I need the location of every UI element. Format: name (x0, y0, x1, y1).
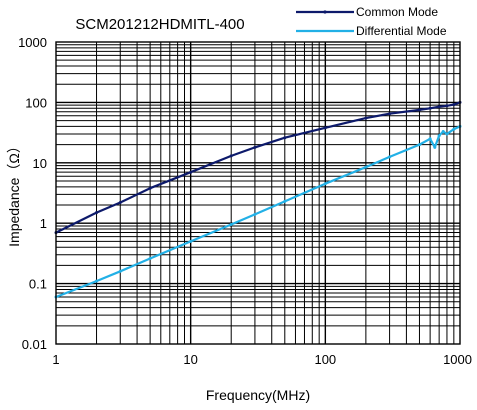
chart-title: SCM201212HDMITL-400 (75, 16, 244, 33)
x-axis-label: Frequency(MHz) (206, 387, 310, 403)
data-point (388, 112, 392, 116)
data-point (364, 116, 368, 120)
plot-frame (55, 41, 461, 345)
data-point (364, 165, 368, 169)
data-point (437, 105, 441, 109)
data-point (95, 279, 98, 283)
x-tick-label: 10 (183, 352, 197, 367)
data-point (437, 134, 441, 138)
legend-marker-common-mode (323, 10, 327, 14)
legend-label-differential-mode: Differential Mode (356, 24, 447, 38)
data-point (418, 108, 421, 112)
data-point (445, 132, 449, 136)
data-point (452, 103, 456, 107)
data-point (428, 137, 432, 141)
y-tick-labels: 0.01 0.1 1 10 100 1000 (18, 35, 47, 352)
data-point (148, 257, 152, 260)
y-tick-label: 0.01 (22, 337, 47, 352)
data-point (418, 143, 421, 147)
data-point (229, 154, 233, 158)
data-point (433, 145, 437, 149)
x-tick-label: 100 (314, 352, 336, 367)
legend-label-common-mode: Common Mode (356, 5, 438, 19)
data-point (95, 211, 98, 215)
series-lines (54, 100, 462, 299)
grid-lines (56, 42, 460, 344)
data-point (118, 269, 122, 273)
data-point (452, 127, 456, 131)
y-axis-label: Impedance（Ω） (6, 139, 22, 247)
y-tick-label: 1000 (18, 35, 47, 50)
series-line-differential-mode (55, 125, 461, 299)
data-point (118, 201, 122, 204)
data-point (283, 136, 287, 140)
data-point (253, 212, 257, 216)
data-point (323, 126, 327, 130)
data-point (189, 239, 193, 243)
x-tick-labels: 1 10 100 1000 (52, 352, 472, 367)
y-tick-label: 0.1 (29, 277, 47, 292)
data-point (323, 182, 327, 186)
data-point (189, 170, 193, 174)
data-point (283, 199, 287, 203)
x-tick-label: 1000 (443, 352, 472, 367)
data-point (148, 186, 152, 190)
data-point (253, 145, 257, 149)
data-point (428, 106, 432, 110)
data-point (229, 223, 233, 226)
data-point (388, 155, 392, 159)
y-tick-label: 10 (33, 156, 47, 171)
x-tick-label: 1 (52, 352, 59, 367)
legend: Common Mode Differential Mode (296, 5, 447, 38)
y-tick-label: 1 (40, 216, 47, 231)
data-point (441, 130, 445, 133)
data-point (445, 104, 449, 108)
y-tick-label: 100 (25, 95, 47, 110)
